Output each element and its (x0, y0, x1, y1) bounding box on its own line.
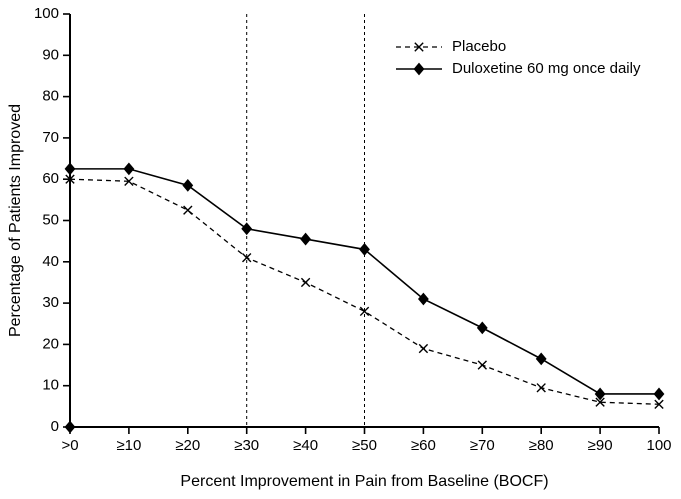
x-tick-label: ≥40 (293, 437, 318, 454)
y-axis-title: Percentage of Patients Improved (7, 104, 24, 337)
y-tick-label: 90 (42, 46, 59, 63)
series-duloxetine-60-mg-once-daily (64, 162, 665, 401)
y-tick-label: 60 (42, 170, 59, 187)
legend-item: Duloxetine 60 mg once daily (396, 60, 641, 77)
x-tick-label: ≥20 (175, 437, 200, 454)
legend-item: Placebo (396, 38, 506, 55)
legend-label: Placebo (452, 38, 506, 55)
y-axis-ticks: 0 10 20 30 40 50 60 70 80 90 100 (34, 5, 70, 435)
x-axis-ticks: >0 ≥10 ≥20 ≥30 ≥40 ≥50 ≥60 ≥70 ≥80 ≥90 100 (61, 427, 672, 454)
reference-lines (246, 14, 365, 427)
extra-point (64, 420, 76, 434)
x-tick-label: >0 (61, 437, 78, 454)
y-tick-label: 70 (42, 129, 59, 146)
x-tick-label: ≥80 (529, 437, 554, 454)
x-tick-label: ≥70 (470, 437, 495, 454)
x-tick-label: ≥50 (352, 437, 377, 454)
y-tick-label: 10 (42, 377, 59, 394)
x-tick-label: 100 (646, 437, 671, 454)
x-tick-label: ≥30 (234, 437, 259, 454)
y-tick-label: 50 (42, 211, 59, 228)
x-tick-label: ≥10 (116, 437, 141, 454)
y-tick-label: 30 (42, 294, 59, 311)
y-tick-label: 20 (42, 335, 59, 352)
legend: Placebo Duloxetine 60 mg once daily (396, 38, 641, 77)
y-tick-label: 100 (34, 5, 59, 22)
y-tick-label: 40 (42, 253, 59, 270)
x-tick-label: ≥90 (588, 437, 613, 454)
legend-label: Duloxetine 60 mg once daily (452, 60, 641, 77)
y-tick-label: 80 (42, 88, 59, 105)
x-tick-label: ≥60 (411, 437, 436, 454)
series-placebo (65, 174, 664, 409)
series-line (69, 178, 660, 405)
y-tick-label: 0 (51, 418, 59, 435)
x-axis-title: Percent Improvement in Pain from Baselin… (180, 473, 548, 490)
